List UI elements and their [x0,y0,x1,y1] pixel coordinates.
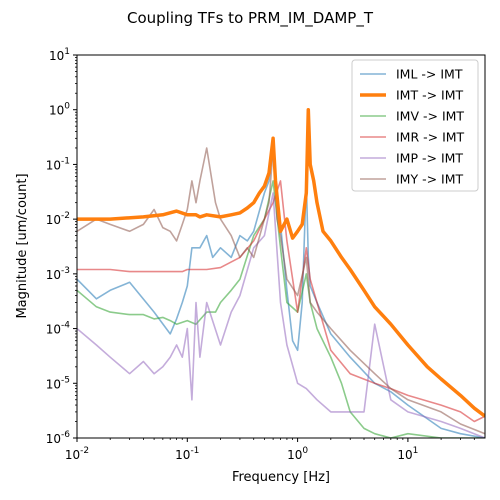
y-tick-label: 10-4 [46,321,71,337]
y-axis: 10-6 10-5 10-4 10-3 10-2 10-1 100 101 [46,47,77,446]
y-tick-label: 10-1 [46,156,70,172]
x-axis: 10-2 10-1 100 101 [65,438,475,462]
series-line-3 [77,180,485,438]
legend-label: IMV -> IMT [396,109,464,124]
series-line-4 [77,180,485,423]
y-tick-label: 101 [49,47,70,63]
legend-label: IMT -> IMT [396,88,464,103]
legend-label: IML -> IMT [396,67,463,82]
y-tick-label: 10-5 [46,375,70,391]
legend-label: IMY -> IMT [396,172,464,187]
legend-label: IMP -> IMT [396,151,463,166]
x-tick-label: 100 [287,446,308,462]
x-tick-label: 10-1 [175,446,199,462]
chart-title: Coupling TFs to PRM_IM_DAMP_T [127,9,374,28]
series-line-6 [77,147,485,435]
series-layer [77,107,485,438]
x-tick-label: 10-2 [65,446,89,462]
y-tick-label: 10-3 [46,266,70,282]
series-line-5 [77,192,485,438]
y-tick-label: 10-2 [46,211,70,227]
x-axis-label: Frequency [Hz] [232,470,330,485]
x-tick-label: 101 [397,446,418,462]
legend-label: IMR -> IMT [396,130,465,145]
series-line-2 [77,107,485,418]
plot-frame [76,54,486,439]
y-tick-label: 10-6 [46,430,71,446]
y-axis-label: Magnitude [um/count] [15,173,30,318]
legend: IML -> IMT IMT -> IMT IMV -> IMT IMR -> IMT… [351,59,479,192]
y-tick-label: 100 [49,102,70,118]
series-line-1 [77,147,485,438]
